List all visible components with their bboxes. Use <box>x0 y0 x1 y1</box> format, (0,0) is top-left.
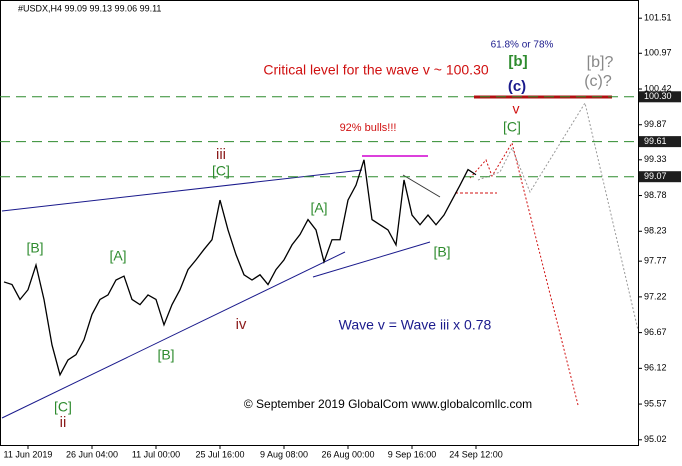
y-tick-label: 99.33 <box>644 154 667 164</box>
trendline <box>312 241 431 278</box>
trendline <box>1 169 363 212</box>
x-tick-label: 24 Sep 12:00 <box>449 449 503 459</box>
trendline <box>1 251 346 419</box>
y-tick-label: 101.51 <box>644 13 672 23</box>
annotation: [B] <box>26 240 43 256</box>
level-label-box <box>639 171 681 183</box>
annotation: 61.8% or 78% <box>491 40 554 51</box>
annotation: [C] <box>503 119 521 135</box>
level-label-box <box>639 91 681 103</box>
y-tick-label: 99.87 <box>644 119 667 129</box>
y-tick-label: 100.42 <box>644 83 672 93</box>
level-label: 100.30 <box>644 91 672 101</box>
trendline <box>402 174 441 198</box>
x-tick-label: 25 Jul 16:00 <box>195 449 244 459</box>
level-label-box <box>639 136 681 148</box>
chart-title: #USDX,H4 99.09 99.13 99.06 99.11 <box>18 3 161 13</box>
x-tick-label: 9 Sep 16:00 <box>388 449 437 459</box>
x-tick-label: 26 Aug 00:00 <box>321 449 374 459</box>
annotation: v <box>513 101 520 117</box>
x-tick-label: 9 Aug 08:00 <box>260 449 308 459</box>
projection <box>477 101 639 331</box>
y-tick-label: 95.02 <box>644 434 667 444</box>
y-tick-label: 98.78 <box>644 190 667 200</box>
y-tick-label: 95.57 <box>644 398 667 408</box>
y-tick-label: 97.77 <box>644 256 667 266</box>
annotation: [b]? <box>587 54 614 71</box>
projection <box>469 141 579 406</box>
annotation: Critical level for the wave v ~ 100.30 <box>263 62 488 78</box>
annotation: Wave v = Wave iii x 0.78 <box>339 317 492 333</box>
annotation: iv <box>236 316 247 333</box>
y-tick-label: 100.97 <box>644 48 672 58</box>
y-tick-label: 98.23 <box>644 226 667 236</box>
price-line <box>3 159 477 377</box>
x-tick-label: 26 Jun 04:00 <box>66 449 118 459</box>
plot-frame <box>0 0 639 446</box>
annotation: ii <box>60 414 67 431</box>
level-label: 99.07 <box>644 171 667 181</box>
x-tick-label: 11 Jul 00:00 <box>132 449 180 459</box>
x-tick-label: 11 Jun 2019 <box>4 449 53 459</box>
level-label: 99.61 <box>644 136 667 146</box>
annotation: © September 2019 GlobalCom www.globalcom… <box>244 397 532 411</box>
annotation: iii <box>216 146 226 163</box>
y-tick-label: 97.22 <box>644 291 667 301</box>
annotation: 92% bulls!!! <box>340 122 397 134</box>
annotations: [B] [A] [B] [C] ii iii [C] iv [A] [B] v … <box>26 40 613 431</box>
annotation: [C] <box>54 399 72 415</box>
y-tick-label: 96.12 <box>644 363 667 373</box>
annotation: [B] <box>433 244 450 260</box>
annotation: [C] <box>212 163 230 179</box>
y-tick-label: 96.67 <box>644 327 667 337</box>
annotation: [A] <box>109 248 126 264</box>
annotation: [B] <box>157 347 174 363</box>
annotation: (c)? <box>584 73 612 90</box>
annotation: (c) <box>508 78 526 95</box>
annotation: [b] <box>508 53 527 70</box>
annotation: [A] <box>310 200 327 216</box>
